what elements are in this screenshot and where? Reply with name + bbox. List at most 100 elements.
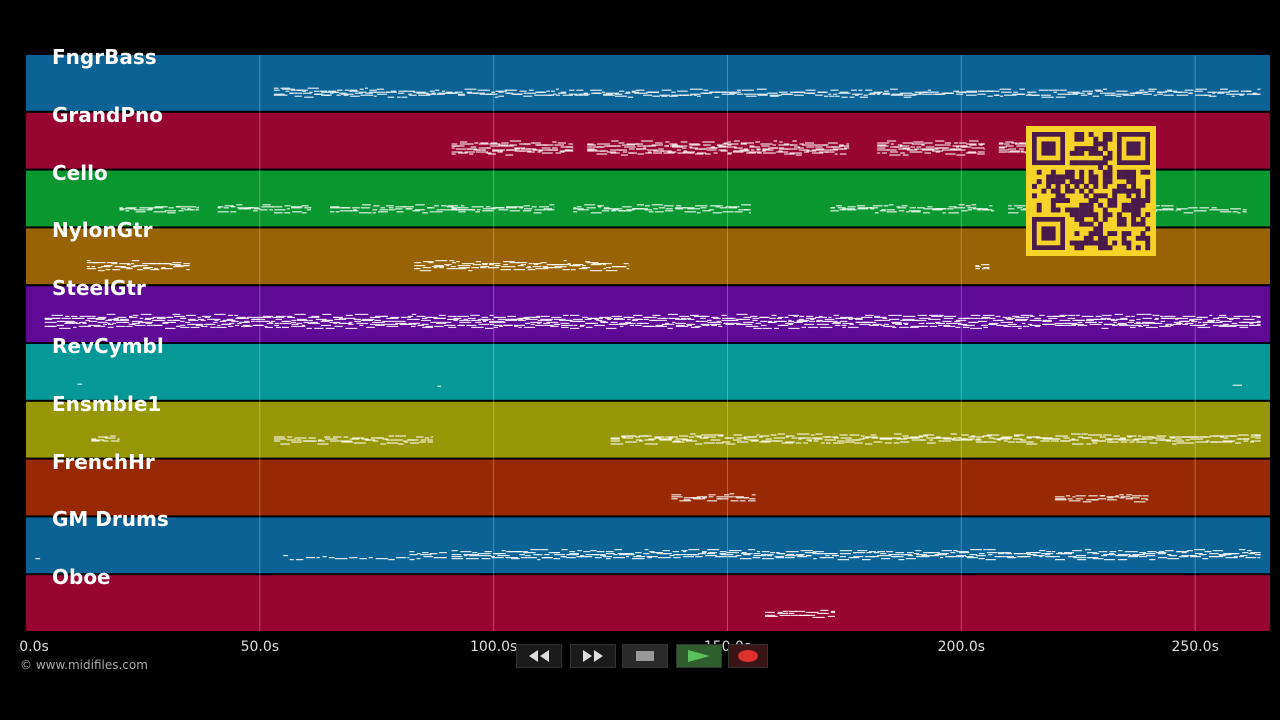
midi-note [519, 150, 532, 152]
record-button[interactable] [728, 644, 768, 668]
midi-note [748, 549, 756, 551]
midi-note [848, 557, 852, 559]
midi-note [1189, 324, 1198, 327]
midi-note [746, 142, 754, 144]
midi-note [833, 93, 838, 95]
midi-note [947, 208, 954, 210]
midi-note [675, 208, 683, 210]
midi-note [639, 92, 648, 94]
midi-note [385, 205, 394, 207]
midi-note [1257, 93, 1261, 95]
midi-note [580, 555, 585, 557]
midi-note [1184, 89, 1194, 91]
midi-note [716, 496, 724, 498]
midi-note [1016, 556, 1027, 558]
midi-note [743, 316, 752, 319]
midi-note [427, 441, 433, 443]
midi-note [770, 434, 777, 436]
midi-note [788, 314, 800, 317]
midi-note [167, 212, 176, 214]
midi-note [1103, 554, 1116, 556]
midi-note [409, 554, 418, 556]
midi-note [877, 145, 889, 147]
midi-note [532, 149, 537, 151]
midi-note [408, 439, 415, 441]
midi-note [82, 322, 87, 325]
midi-note [436, 209, 446, 211]
rewind-button[interactable] [516, 644, 562, 668]
midi-note [734, 496, 744, 498]
midi-note [911, 211, 921, 213]
midi-note [1120, 437, 1126, 439]
midi-note [918, 317, 931, 320]
midi-note [695, 443, 703, 445]
midi-note [527, 266, 531, 268]
midi-note [716, 320, 721, 323]
midi-note [729, 493, 735, 495]
midi-note [186, 269, 190, 271]
midi-note [554, 144, 564, 146]
midi-note [700, 315, 710, 318]
stop-button[interactable] [622, 644, 668, 668]
fast-forward-button[interactable] [570, 644, 616, 668]
midi-note [477, 209, 481, 211]
midi-note [1107, 92, 1116, 94]
midi-note [975, 268, 980, 270]
midi-note [728, 550, 742, 552]
midi-note [778, 150, 783, 152]
midi-note [658, 148, 664, 150]
midi-note [489, 320, 494, 323]
midi-note [1111, 324, 1118, 327]
midi-note [580, 324, 586, 327]
midi-note [671, 496, 683, 498]
midi-note [733, 439, 742, 441]
midi-note [488, 153, 496, 155]
midi-note [546, 94, 552, 96]
midi-note [941, 550, 952, 552]
midi-note [756, 551, 761, 553]
midi-note [824, 439, 836, 441]
midi-note [534, 209, 543, 211]
midi-note [693, 94, 697, 96]
midi-note [382, 438, 389, 440]
midi-note [577, 209, 589, 211]
midi-note [645, 152, 653, 154]
midi-note [948, 212, 959, 214]
midi-note [1172, 443, 1177, 445]
midi-note [722, 211, 734, 213]
midi-note [883, 205, 889, 207]
midi-note [44, 318, 53, 321]
midi-note [157, 263, 170, 265]
midi-note [989, 317, 996, 320]
midi-note [965, 205, 971, 207]
midi-note [307, 322, 320, 325]
midi-note [1170, 324, 1174, 327]
midi-note [1020, 151, 1028, 153]
midi-note [633, 208, 637, 210]
midi-note [873, 552, 880, 554]
play-button[interactable] [676, 644, 722, 668]
midi-note [458, 207, 469, 209]
midi-note [1117, 554, 1131, 556]
midi-note [151, 319, 162, 322]
midi-note [317, 443, 329, 445]
midi-note [471, 326, 484, 329]
midi-note [651, 144, 663, 146]
midi-note [511, 558, 520, 560]
midi-note [588, 317, 597, 320]
midi-note [1053, 315, 1066, 318]
copyright-text: © www.midifiles.com [20, 658, 148, 672]
midi-note [752, 317, 760, 320]
midi-note [998, 143, 1004, 145]
midi-note [605, 558, 611, 560]
midi-note [540, 315, 550, 318]
midi-note [956, 555, 967, 557]
midi-note [1228, 318, 1234, 321]
midi-note [1068, 93, 1078, 95]
midi-note [648, 211, 654, 213]
midi-note [492, 150, 500, 152]
midi-note [829, 95, 835, 97]
midi-note [382, 320, 395, 323]
midi-note [737, 441, 749, 443]
midi-note [834, 324, 841, 327]
